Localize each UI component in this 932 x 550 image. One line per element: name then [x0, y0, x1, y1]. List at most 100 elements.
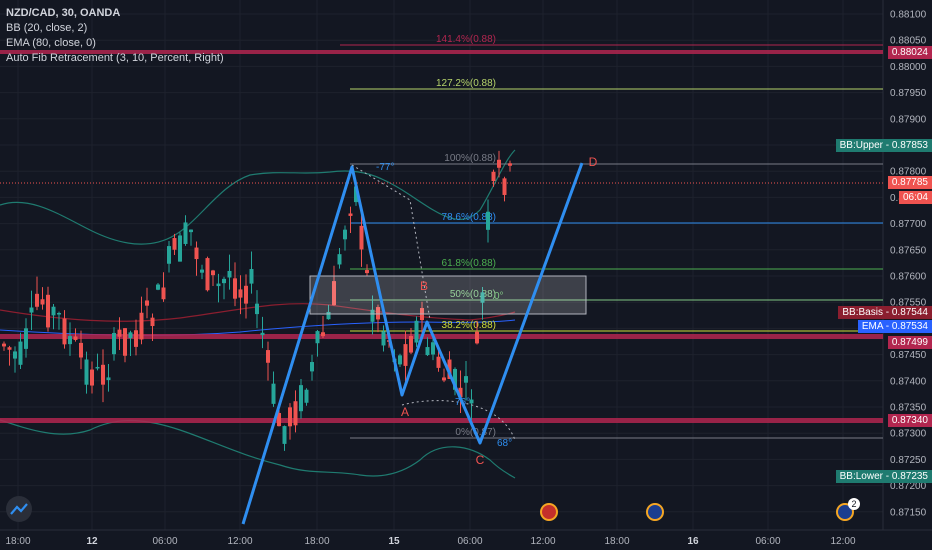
candle-body — [288, 407, 292, 427]
candle-body — [502, 178, 507, 195]
ema-tag: EMA - 0.87534 — [857, 320, 932, 333]
candle-body — [233, 278, 237, 299]
candle-body — [244, 285, 248, 304]
candle-body — [46, 294, 50, 328]
price-tick-label: 0.87400 — [890, 376, 927, 387]
price-tick-label: 0.87200 — [890, 481, 927, 492]
chart-legend: NZD/CAD, 30, OANDA BB (20, close, 2) EMA… — [6, 6, 224, 66]
candle-body — [354, 186, 358, 203]
candle-body — [359, 225, 364, 250]
candle-body — [57, 313, 61, 315]
legend-ema[interactable]: EMA (80, close, 0) — [6, 37, 96, 49]
fib-level-label: 141.4%(0.88) — [436, 34, 496, 45]
candle-body — [453, 368, 457, 390]
candle-body — [348, 213, 353, 216]
angle-label: 0° — [494, 291, 504, 302]
time-tick-label: 06:00 — [152, 536, 177, 547]
fib-level-label: 127.2%(0.88) — [436, 78, 496, 89]
candle-body — [128, 332, 133, 339]
candle-body — [183, 222, 188, 244]
candle-body — [134, 330, 138, 347]
candle-body — [370, 309, 375, 322]
candle-body — [310, 362, 314, 372]
key-level-line-mid — [0, 334, 883, 339]
candle-body — [13, 351, 17, 359]
candle-body — [189, 229, 193, 233]
candle-body — [464, 376, 468, 383]
pattern-point-label: B — [420, 279, 428, 293]
candle-body — [403, 344, 408, 366]
candle-body — [447, 359, 452, 379]
time-tick-label: 18:00 — [604, 536, 629, 547]
candle-body — [145, 300, 149, 306]
candle-body — [112, 332, 116, 355]
resist-top-tag: 0.88024 — [887, 46, 932, 59]
candle-body — [7, 347, 12, 350]
candle-body — [255, 303, 259, 315]
bb-basis-tag: BB:Basis - 0.87544 — [838, 306, 932, 319]
time-tick-label: 12:00 — [830, 536, 855, 547]
candle-body — [277, 413, 281, 427]
candle-body — [458, 387, 463, 398]
candle-body — [172, 238, 177, 250]
candle-body — [425, 347, 430, 356]
angle-label: -77° — [376, 162, 394, 173]
candle-body — [271, 383, 276, 404]
candle-body — [497, 159, 501, 168]
angle-label: 68° — [497, 438, 512, 449]
price-tick-label: 0.87900 — [890, 114, 927, 125]
candle-body — [200, 269, 204, 273]
bb-lower-tag: BB:Lower - 0.87235 — [835, 470, 932, 483]
candle-body — [469, 399, 474, 404]
candle-body — [29, 307, 34, 313]
candle-body — [18, 341, 23, 365]
candle-body — [293, 401, 298, 426]
candle-body — [299, 385, 303, 412]
time-tick-label: 12 — [86, 536, 98, 547]
candle-body — [431, 342, 435, 355]
candle-body — [35, 293, 39, 307]
bb-basis-line — [0, 303, 516, 322]
candle-body — [321, 332, 325, 337]
price-tick-label: 0.87700 — [890, 219, 927, 230]
events-count-badge[interactable]: 2 — [848, 498, 860, 510]
legend-fib[interactable]: Auto Fib Retracement (3, 10, Percent, Ri… — [6, 52, 224, 64]
candle-body — [436, 356, 441, 368]
candle-body — [90, 369, 94, 386]
angle-label: 76° — [455, 397, 470, 408]
candle-body — [332, 281, 336, 306]
candle-body — [486, 211, 490, 230]
legend-symbol[interactable]: NZD/CAD, 30, OANDA — [6, 7, 121, 19]
candle-body — [156, 284, 160, 290]
candle-body — [491, 171, 496, 182]
candle-body — [480, 292, 485, 303]
candle-body — [161, 287, 166, 300]
candle-body — [101, 364, 105, 385]
legend-bb[interactable]: BB (20, close, 2) — [6, 22, 88, 34]
fib-level-label: 78.6%(0.88) — [442, 212, 496, 223]
candle-body — [24, 328, 28, 349]
tradingview-logo-icon[interactable] — [6, 496, 32, 522]
price-tick-label: 0.87550 — [890, 298, 927, 309]
bb-lower-band — [0, 419, 516, 479]
level-mid-tag: 0.87499 — [887, 336, 932, 349]
time-tick-label: 16 — [687, 536, 699, 547]
price-tick-label: 0.87250 — [890, 455, 927, 466]
fib-level-label: 100%(0.88) — [444, 153, 496, 164]
candle-body — [150, 317, 155, 327]
candle-body — [79, 342, 83, 358]
time-tick-label: 18:00 — [304, 536, 329, 547]
price-tick-label: 0.87450 — [890, 350, 927, 361]
last-price-tag: 0.87785 — [887, 176, 932, 189]
candle-body — [304, 389, 309, 403]
candle-body — [216, 283, 221, 287]
event-flag-nzd-icon[interactable] — [646, 503, 664, 521]
price-tick-label: 0.88100 — [890, 10, 927, 21]
event-flag-cad-icon[interactable] — [540, 503, 558, 521]
candle-body — [376, 307, 380, 320]
price-tick-label: 0.87950 — [890, 88, 927, 99]
pattern-point-label: D — [589, 155, 598, 169]
price-tick-label: 0.87350 — [890, 403, 927, 414]
